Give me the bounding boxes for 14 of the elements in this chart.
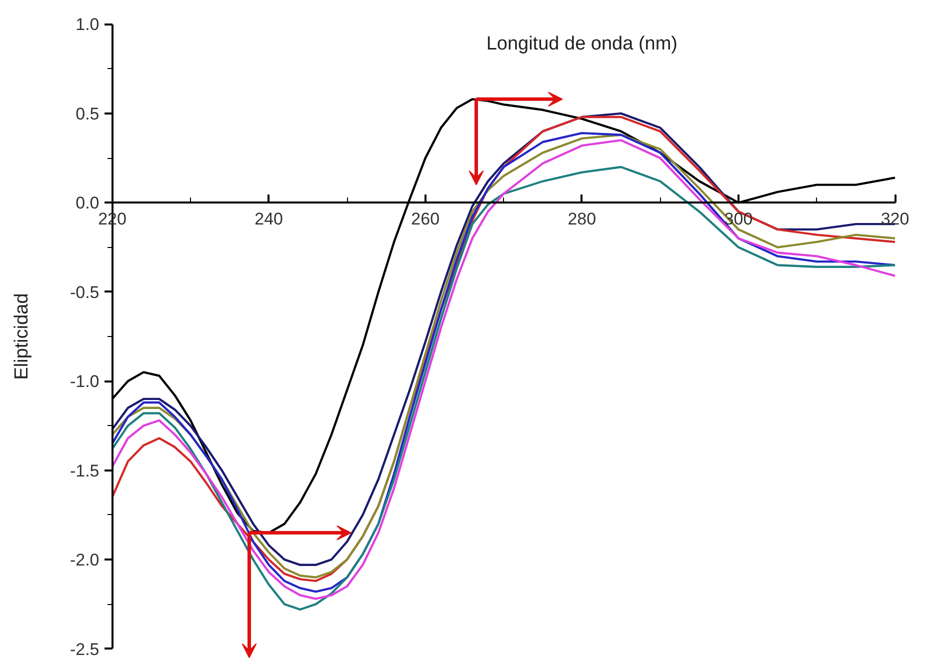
y-tick-label: -2.0	[70, 550, 100, 570]
y-tick-label: 0.5	[76, 104, 100, 124]
x-tick-label: 240	[254, 210, 284, 229]
y-tick-label: -2.5	[70, 640, 100, 659]
y-tick-label: -1.5	[70, 461, 100, 480]
x-tick-label: 280	[568, 210, 596, 229]
y-axis-title: Elipticidad	[12, 293, 33, 380]
x-axis-title: Longitud de onda (nm)	[486, 34, 678, 55]
y-tick-label: -1.0	[70, 372, 100, 392]
y-tick-label: -0.5	[70, 282, 100, 302]
y-tick-label: 1.0	[76, 15, 100, 34]
x-tick-label: 260	[411, 210, 440, 229]
y-tick-label: 0.0	[76, 194, 100, 213]
x-tick-label: 320	[880, 210, 910, 229]
